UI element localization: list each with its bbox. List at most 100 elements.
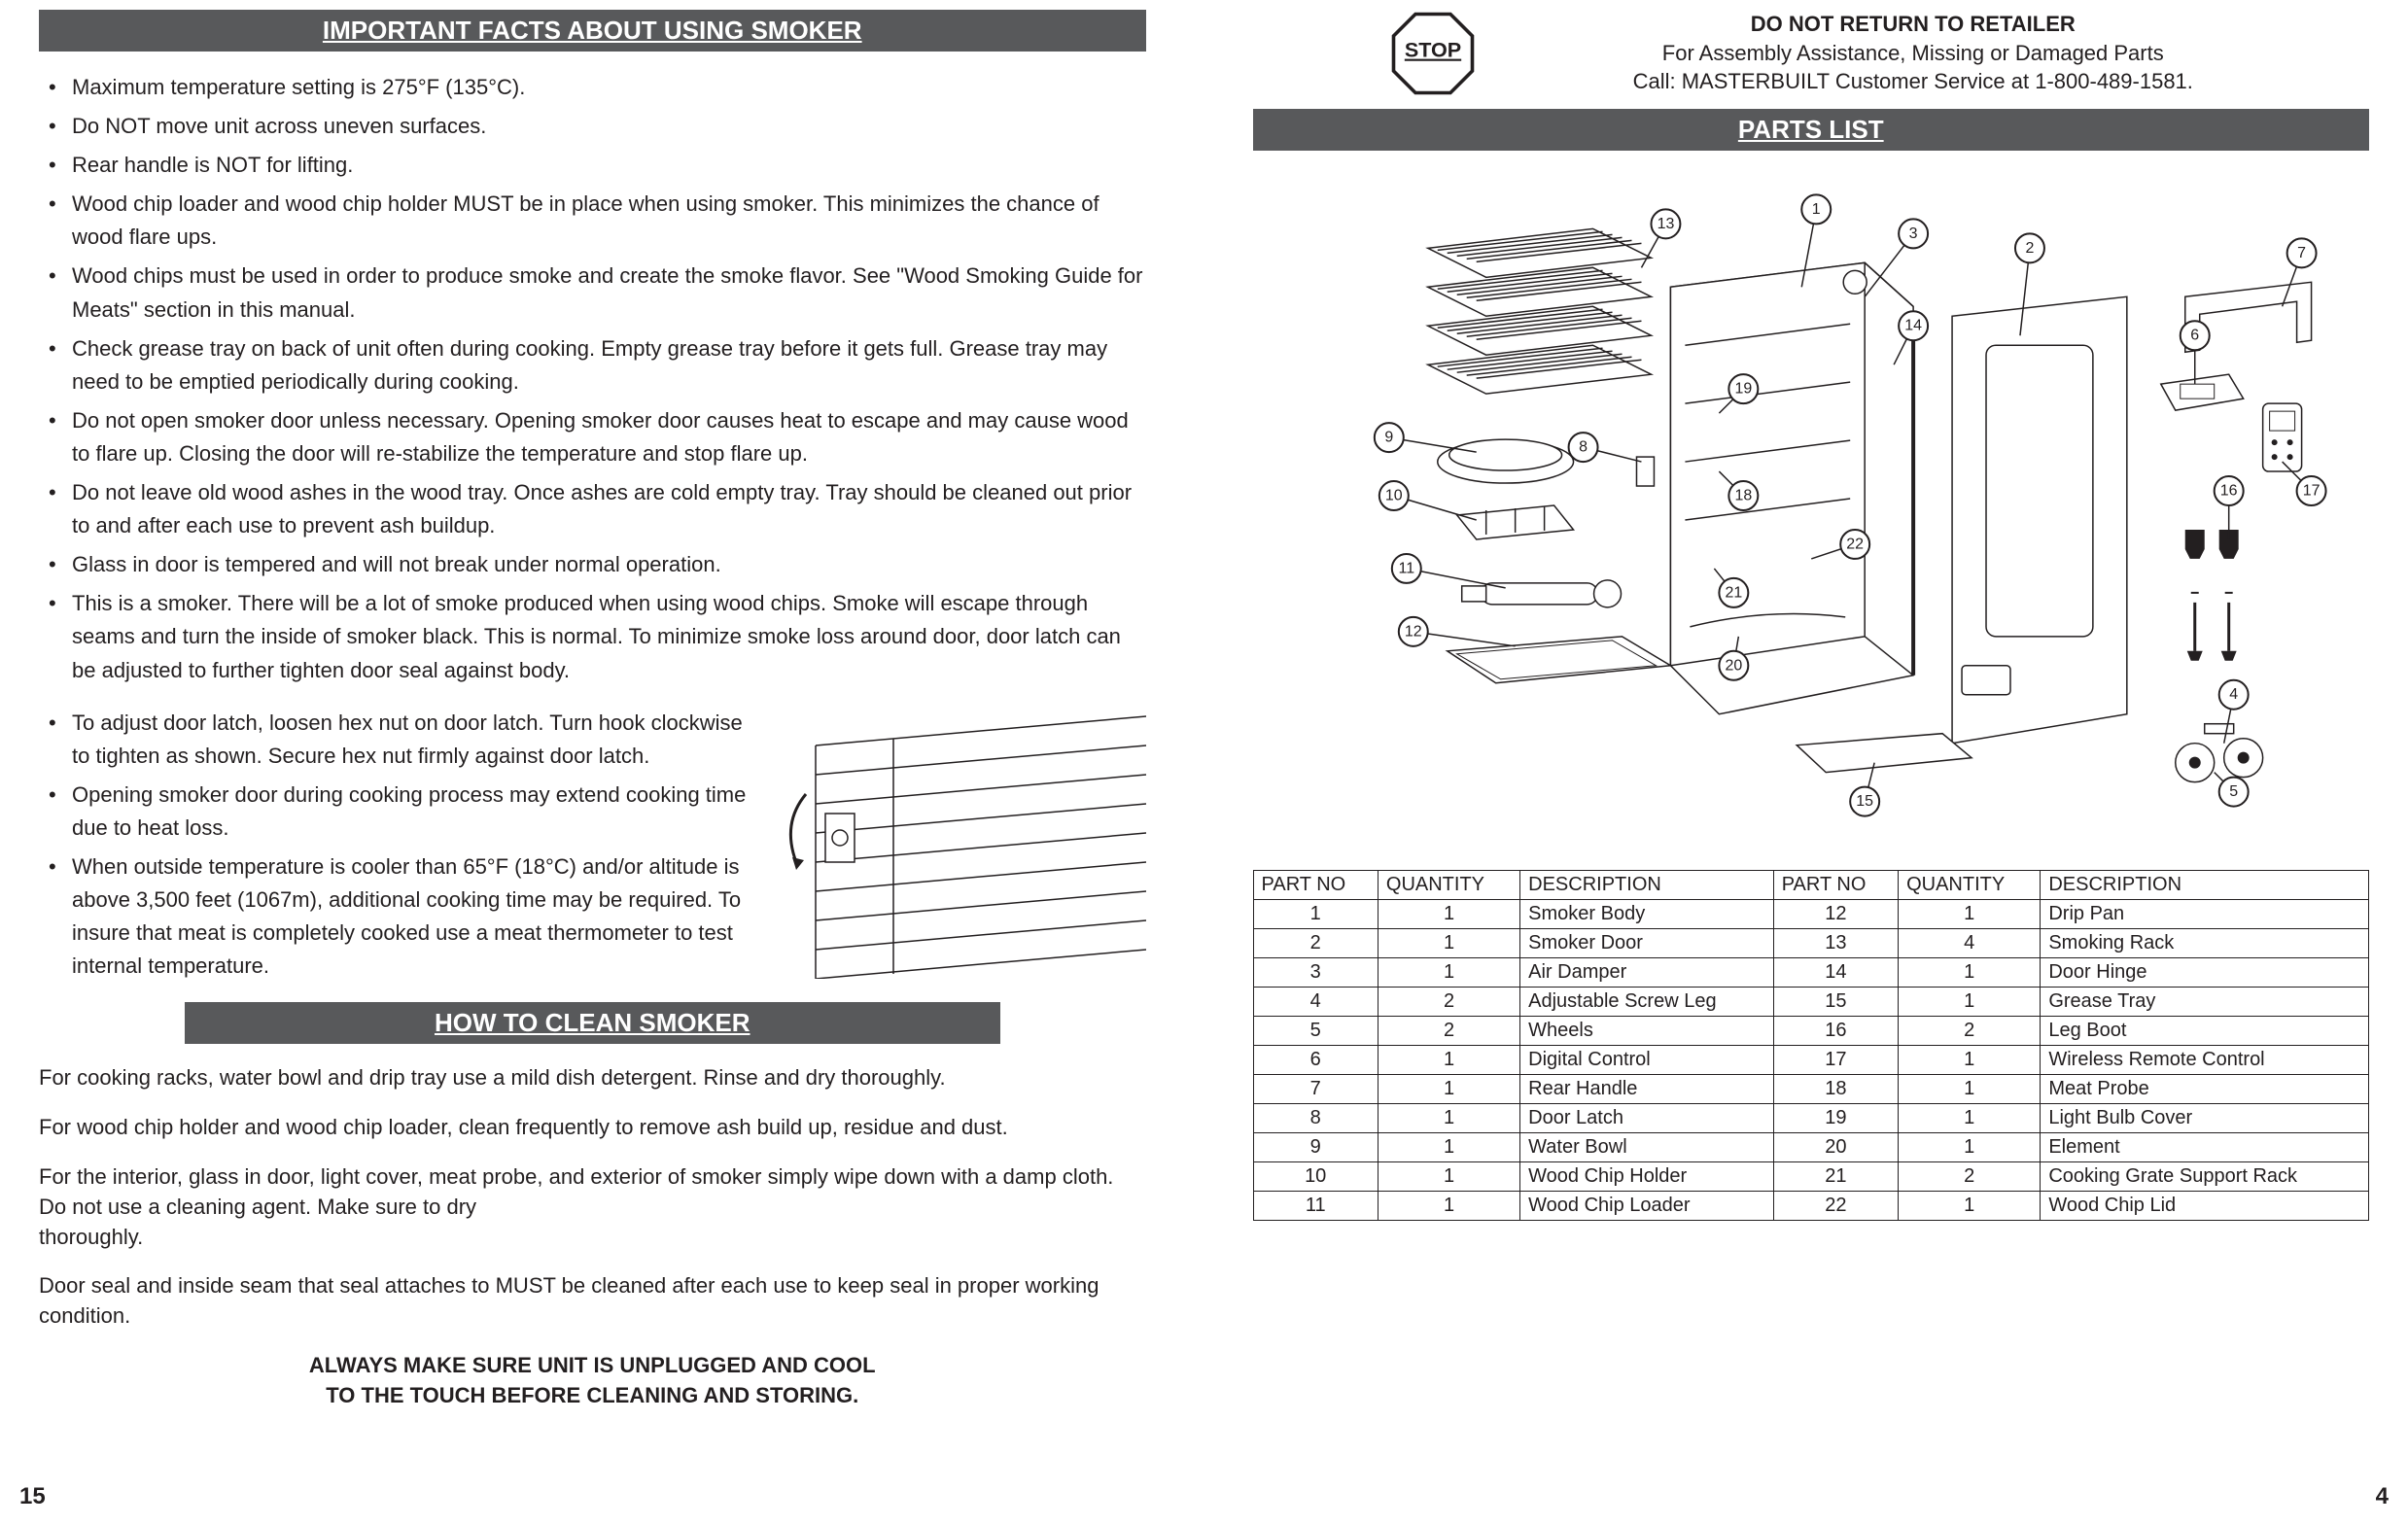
table-cell: 15 — [1773, 988, 1898, 1017]
svg-text:19: 19 — [1734, 381, 1752, 398]
col-desc2: DESCRIPTION — [2041, 871, 2369, 900]
svg-text:20: 20 — [1725, 657, 1742, 674]
table-cell: Water Bowl — [1520, 1133, 1774, 1162]
clean-warning: ALWAYS MAKE SURE UNIT IS UNPLUGGED AND C… — [39, 1351, 1146, 1411]
table-cell: Air Damper — [1520, 958, 1774, 988]
clean-warning-line2: TO THE TOUCH BEFORE CLEANING AND STORING… — [39, 1381, 1146, 1411]
fact-item: Do not open smoker door unless necessary… — [49, 404, 1146, 470]
table-cell: 14 — [1773, 958, 1898, 988]
clean-warning-line1: ALWAYS MAKE SURE UNIT IS UNPLUGGED AND C… — [39, 1351, 1146, 1381]
table-cell: Wood Chip Lid — [2041, 1192, 2369, 1221]
fact-item: Maximum temperature setting is 275°F (13… — [49, 71, 1146, 104]
stop-label: STOP — [1404, 38, 1460, 62]
latch-item: To adjust door latch, loosen hex nut on … — [49, 707, 757, 773]
latch-bullets: To adjust door latch, loosen hex nut on … — [39, 707, 757, 984]
table-cell: 13 — [1773, 929, 1898, 958]
svg-text:7: 7 — [2297, 245, 2306, 261]
notice-line2: For Assembly Assistance, Missing or Dama… — [1496, 39, 2331, 68]
table-cell: Light Bulb Cover — [2041, 1104, 2369, 1133]
table-cell: 2 — [1378, 1017, 1519, 1046]
clean-block: For cooking racks, water bowl and drip t… — [39, 1063, 1146, 1410]
parts-diagram: 12345678910111213141516171819202122 — [1253, 170, 2370, 850]
right-page: STOP DO NOT RETURN TO RETAILER For Assem… — [1204, 0, 2408, 1525]
table-cell: 1 — [1378, 900, 1519, 929]
clean-para: Door seal and inside seam that seal atta… — [39, 1271, 1146, 1332]
table-cell: Grease Tray — [2041, 988, 2369, 1017]
table-row: 52Wheels162Leg Boot — [1253, 1017, 2369, 1046]
table-cell: 1 — [1899, 1133, 2041, 1162]
svg-text:10: 10 — [1384, 488, 1402, 504]
table-cell: Smoker Door — [1520, 929, 1774, 958]
table-cell: 18 — [1773, 1075, 1898, 1104]
table-cell: Wireless Remote Control — [2041, 1046, 2369, 1075]
table-row: 111Wood Chip Loader221Wood Chip Lid — [1253, 1192, 2369, 1221]
table-row: 81Door Latch191Light Bulb Cover — [1253, 1104, 2369, 1133]
table-cell: 17 — [1773, 1046, 1898, 1075]
table-cell: Rear Handle — [1520, 1075, 1774, 1104]
table-cell: 1 — [1899, 1104, 2041, 1133]
svg-text:2: 2 — [2025, 240, 2034, 257]
table-cell: 1 — [1899, 1046, 2041, 1075]
notice-line3: Call: MASTERBUILT Customer Service at 1-… — [1496, 67, 2331, 96]
table-header-row: PART NO QUANTITY DESCRIPTION PART NO QUA… — [1253, 871, 2369, 900]
top-notice: STOP DO NOT RETURN TO RETAILER For Assem… — [1253, 10, 2370, 97]
fact-item: Wood chips must be used in order to prod… — [49, 260, 1146, 326]
table-cell: 4 — [1253, 988, 1378, 1017]
table-cell: 8 — [1253, 1104, 1378, 1133]
clean-para: For the interior, glass in door, light c… — [39, 1162, 1146, 1252]
table-cell: 1 — [1378, 1192, 1519, 1221]
latch-item: Opening smoker door during cooking proce… — [49, 779, 757, 845]
table-cell: 9 — [1253, 1133, 1378, 1162]
stop-sign-icon: STOP — [1389, 10, 1477, 97]
table-cell: Wheels — [1520, 1017, 1774, 1046]
col-qty2: QUANTITY — [1899, 871, 2041, 900]
svg-text:21: 21 — [1725, 584, 1742, 601]
table-cell: 22 — [1773, 1192, 1898, 1221]
svg-text:12: 12 — [1404, 623, 1421, 640]
table-cell: Adjustable Screw Leg — [1520, 988, 1774, 1017]
clean-para: For cooking racks, water bowl and drip t… — [39, 1063, 1146, 1093]
table-cell: 2 — [1253, 929, 1378, 958]
door-latch-block: To adjust door latch, loosen hex nut on … — [39, 707, 1146, 1003]
table-cell: 1 — [1378, 1133, 1519, 1162]
table-cell: 20 — [1773, 1133, 1898, 1162]
table-cell: Meat Probe — [2041, 1075, 2369, 1104]
svg-text:11: 11 — [1398, 560, 1414, 576]
table-cell: 1 — [1378, 1162, 1519, 1192]
fact-item: Check grease tray on back of unit often … — [49, 332, 1146, 399]
table-cell: 1 — [1899, 988, 2041, 1017]
table-cell: Wood Chip Holder — [1520, 1162, 1774, 1192]
table-cell: Digital Control — [1520, 1046, 1774, 1075]
svg-text:15: 15 — [1856, 793, 1873, 810]
svg-text:14: 14 — [1904, 318, 1922, 334]
svg-text:6: 6 — [2190, 328, 2199, 344]
table-cell: 10 — [1253, 1162, 1378, 1192]
clean-header: HOW TO CLEAN SMOKER — [185, 1002, 1000, 1044]
page-number-left: 15 — [19, 1483, 46, 1510]
door-latch-illustration — [777, 707, 1146, 979]
col-partno: PART NO — [1253, 871, 1378, 900]
table-cell: 21 — [1773, 1162, 1898, 1192]
col-desc: DESCRIPTION — [1520, 871, 1774, 900]
svg-text:4: 4 — [2229, 686, 2238, 703]
notice-text: DO NOT RETURN TO RETAILER For Assembly A… — [1496, 10, 2370, 96]
table-row: 91Water Bowl201Element — [1253, 1133, 2369, 1162]
important-facts-header: IMPORTANT FACTS ABOUT USING SMOKER — [39, 10, 1146, 52]
table-cell: Cooking Grate Support Rack — [2041, 1162, 2369, 1192]
fact-item: This is a smoker. There will be a lot of… — [49, 587, 1146, 686]
svg-text:3: 3 — [1908, 225, 1917, 242]
fact-item: Rear handle is NOT for lifting. — [49, 149, 1146, 182]
table-row: 11Smoker Body121Drip Pan — [1253, 900, 2369, 929]
col-qty: QUANTITY — [1378, 871, 1519, 900]
svg-text:5: 5 — [2229, 783, 2238, 800]
table-cell: 1 — [1899, 900, 2041, 929]
page-number-right: 4 — [2376, 1483, 2389, 1510]
table-cell: Wood Chip Loader — [1520, 1192, 1774, 1221]
table-cell: 16 — [1773, 1017, 1898, 1046]
table-cell: 3 — [1253, 958, 1378, 988]
parts-list-header: PARTS LIST — [1253, 109, 2370, 151]
svg-text:8: 8 — [1579, 439, 1588, 456]
table-cell: Element — [2041, 1133, 2369, 1162]
parts-table: PART NO QUANTITY DESCRIPTION PART NO QUA… — [1253, 870, 2370, 1221]
table-cell: Door Latch — [1520, 1104, 1774, 1133]
